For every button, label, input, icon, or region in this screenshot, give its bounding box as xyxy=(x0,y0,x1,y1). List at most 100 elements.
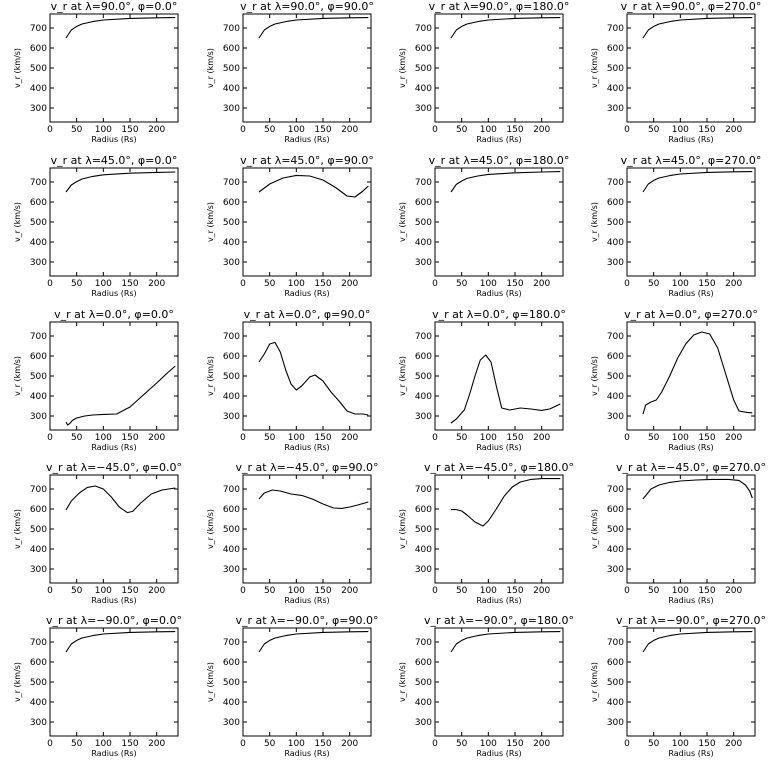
x-axis-label: Radius (Rs) xyxy=(284,289,329,298)
chart-panel: v_r at λ=−45.0°, φ=0.0° 0 50 100 150 200 300 40… xyxy=(13,461,182,605)
data-line xyxy=(65,365,176,426)
y-tick-label: 600 xyxy=(223,658,240,668)
x-tick-label: 200 xyxy=(148,739,165,749)
y-axis-label: v_r (km/s) xyxy=(206,356,215,396)
chart-panel: v_r at λ=−90.0°, φ=180.0° 0 50 100 150 200 300… xyxy=(398,614,574,758)
y-tick-label: 500 xyxy=(607,525,624,535)
y-tick-label: 600 xyxy=(223,198,240,208)
chart-title: v_r at λ=45.0°, φ=90.0° xyxy=(240,154,374,167)
y-axis-label: v_r (km/s) xyxy=(13,509,22,549)
plot-frame xyxy=(49,627,179,737)
y-tick-label: 500 xyxy=(223,678,240,688)
x-tick-label: 150 xyxy=(698,739,715,749)
y-tick-label: 300 xyxy=(223,412,240,422)
data-line xyxy=(65,485,176,514)
y-tick-label: 400 xyxy=(607,238,624,248)
x-tick-label: 200 xyxy=(341,739,358,749)
y-tick-label: 700 xyxy=(607,24,624,34)
y-tick-label: 300 xyxy=(607,258,624,268)
y-tick-label: 400 xyxy=(223,84,240,94)
y-tick-label: 700 xyxy=(607,638,624,648)
y-tick-label: 600 xyxy=(607,505,624,515)
y-axis-label: v_r (km/s) xyxy=(13,48,22,88)
x-tick-label: 100 xyxy=(672,433,689,443)
chart-panel: v_r at λ=−90.0°, φ=90.0° 0 50 100 150 200 300 4… xyxy=(206,614,378,758)
x-tick-label: 200 xyxy=(725,433,742,443)
y-axis-label: v_r (km/s) xyxy=(206,662,215,702)
x-tick-label: 50 xyxy=(648,433,660,443)
x-tick-label: 150 xyxy=(314,279,331,289)
chart-panel: v_r at λ=45.0°, φ=270.0° 0 50 100 150 200 300 4… xyxy=(590,154,761,298)
x-tick-label: 150 xyxy=(121,279,138,289)
chart-panel: v_r at λ=45.0°, φ=90.0° 0 50 100 150 200 300 40… xyxy=(206,154,374,298)
y-tick-label: 300 xyxy=(415,104,432,114)
x-tick-label: 50 xyxy=(648,279,660,289)
x-tick-label: 200 xyxy=(148,279,165,289)
y-axis-label: v_r (km/s) xyxy=(398,202,407,242)
y-tick-label: 500 xyxy=(415,218,432,228)
y-tick-label: 300 xyxy=(223,718,240,728)
x-tick-label: 100 xyxy=(288,739,305,749)
y-tick-label: 500 xyxy=(223,218,240,228)
x-axis-label: Radius (Rs) xyxy=(284,135,329,144)
y-tick-label: 500 xyxy=(223,372,240,382)
x-tick-label: 200 xyxy=(725,586,742,596)
chart-title: v_r at λ=90.0°, φ=270.0° xyxy=(621,0,762,13)
y-tick-label: 400 xyxy=(30,698,47,708)
x-tick-label: 0 xyxy=(432,739,438,749)
y-tick-label: 600 xyxy=(30,44,47,54)
x-tick-label: 200 xyxy=(341,125,358,135)
chart-title: v_r at λ=0.0°, φ=0.0° xyxy=(54,308,174,321)
y-tick-label: 600 xyxy=(415,658,432,668)
y-tick-label: 300 xyxy=(223,565,240,575)
y-tick-label: 700 xyxy=(415,485,432,495)
y-tick-label: 700 xyxy=(223,485,240,495)
chart-panel: v_r at λ=0.0°, φ=90.0° 0 50 100 150 200 300 400… xyxy=(206,308,372,452)
y-tick-label: 600 xyxy=(415,44,432,54)
y-axis-label: v_r (km/s) xyxy=(398,356,407,396)
x-tick-label: 0 xyxy=(624,433,630,443)
x-tick-label: 150 xyxy=(121,586,138,596)
x-tick-label: 0 xyxy=(240,586,246,596)
x-tick-label: 50 xyxy=(648,586,660,596)
x-tick-label: 50 xyxy=(456,279,468,289)
y-tick-label: 400 xyxy=(30,238,47,248)
y-tick-label: 600 xyxy=(415,505,432,515)
x-tick-label: 100 xyxy=(95,739,112,749)
x-tick-label: 0 xyxy=(47,739,53,749)
x-tick-label: 0 xyxy=(47,125,53,135)
y-axis-label: v_r (km/s) xyxy=(590,48,599,88)
x-tick-label: 0 xyxy=(240,125,246,135)
y-tick-label: 700 xyxy=(223,178,240,188)
x-axis-label: Radius (Rs) xyxy=(668,135,713,144)
x-tick-label: 50 xyxy=(71,586,83,596)
x-tick-label: 150 xyxy=(121,125,138,135)
y-tick-label: 500 xyxy=(415,64,432,74)
data-line xyxy=(258,174,369,198)
x-tick-label: 50 xyxy=(71,279,83,289)
chart-title: v_r at λ=90.0°, φ=90.0° xyxy=(240,0,374,13)
x-tick-label: 150 xyxy=(506,433,523,443)
y-tick-label: 300 xyxy=(415,565,432,575)
x-tick-label: 150 xyxy=(698,125,715,135)
y-tick-label: 300 xyxy=(30,258,47,268)
chart-panel: v_r at λ=−45.0°, φ=90.0° 0 50 100 150 200 300 4… xyxy=(206,461,378,605)
x-axis-label: Radius (Rs) xyxy=(284,749,329,758)
y-tick-label: 600 xyxy=(30,658,47,668)
x-axis-label: Radius (Rs) xyxy=(284,443,329,452)
chart-panel: v_r at λ=45.0°, φ=0.0° 0 50 100 150 200 300 400… xyxy=(13,154,179,298)
x-axis-label: Radius (Rs) xyxy=(668,596,713,605)
x-tick-label: 200 xyxy=(533,125,550,135)
x-tick-label: 100 xyxy=(95,586,112,596)
chart-title: v_r at λ=0.0°, φ=270.0° xyxy=(624,308,758,321)
data-line xyxy=(450,171,561,193)
y-tick-label: 700 xyxy=(30,638,47,648)
y-tick-label: 600 xyxy=(30,505,47,515)
chart-panel: v_r at λ=45.0°, φ=180.0° 0 50 100 150 200 300 4… xyxy=(398,154,569,298)
y-tick-label: 500 xyxy=(30,372,47,382)
x-tick-label: 50 xyxy=(71,739,83,749)
y-tick-label: 700 xyxy=(223,332,240,342)
data-line xyxy=(258,341,369,416)
y-tick-label: 400 xyxy=(223,698,240,708)
x-tick-label: 50 xyxy=(456,739,468,749)
